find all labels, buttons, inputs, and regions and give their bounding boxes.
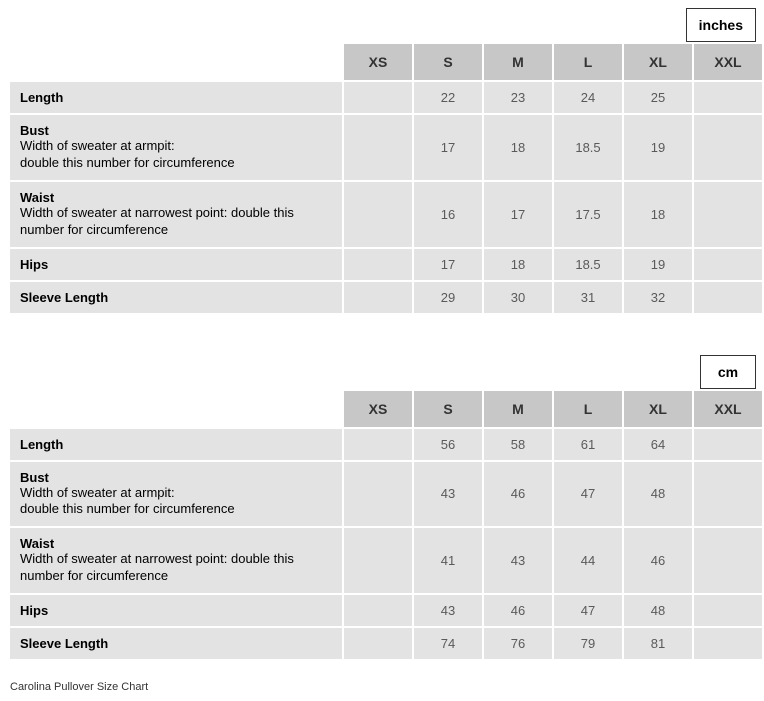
measurement-label: BustWidth of sweater at armpit:double th… — [10, 462, 342, 527]
measurement-value: 43 — [414, 595, 482, 626]
measurement-value: 18 — [484, 249, 552, 280]
measurement-value: 24 — [554, 82, 622, 113]
table-row: Sleeve Length 29303132 — [10, 282, 762, 313]
measurement-value: 46 — [484, 595, 552, 626]
measurement-value — [344, 115, 412, 180]
measurement-value: 18 — [484, 115, 552, 180]
measurement-value: 30 — [484, 282, 552, 313]
measurement-value: 17.5 — [554, 182, 622, 247]
size-chart-table: inchesXSSMLXLXXLLength22232425BustWidth … — [8, 8, 756, 315]
measurement-label: BustWidth of sweater at armpit:double th… — [10, 115, 342, 180]
measurement-value: 79 — [554, 628, 622, 659]
size-column-header: L — [554, 391, 622, 427]
measurement-label: WaistWidth of sweater at narrowest point… — [10, 528, 342, 593]
size-column-header: S — [414, 391, 482, 427]
table-row: WaistWidth of sweater at narrowest point… — [10, 182, 762, 247]
measurement-value: 48 — [624, 462, 692, 527]
size-column-header: M — [484, 391, 552, 427]
measurement-value: 61 — [554, 429, 622, 460]
measurement-value: 44 — [554, 528, 622, 593]
measurement-value: 25 — [624, 82, 692, 113]
measurement-value: 32 — [624, 282, 692, 313]
measurement-value — [694, 528, 762, 593]
size-column-header: XS — [344, 44, 412, 80]
measurement-value — [694, 628, 762, 659]
table-row: BustWidth of sweater at armpit:double th… — [10, 462, 762, 527]
measurement-value: 46 — [484, 462, 552, 527]
unit-label: cm — [700, 355, 756, 389]
measurement-label: Length — [10, 82, 342, 113]
measurement-value — [694, 595, 762, 626]
measurement-value: 31 — [554, 282, 622, 313]
measurement-value: 16 — [414, 182, 482, 247]
measurement-value: 43 — [414, 462, 482, 527]
measurement-value — [344, 282, 412, 313]
measurement-value — [694, 82, 762, 113]
measurement-value: 81 — [624, 628, 692, 659]
measurement-label: WaistWidth of sweater at narrowest point… — [10, 182, 342, 247]
table-row: Length 22232425 — [10, 82, 762, 113]
size-column-header: L — [554, 44, 622, 80]
table-row: WaistWidth of sweater at narrowest point… — [10, 528, 762, 593]
measurement-value: 18.5 — [554, 115, 622, 180]
measurement-value — [344, 628, 412, 659]
measurement-value: 23 — [484, 82, 552, 113]
measurement-value: 29 — [414, 282, 482, 313]
measurement-value — [344, 595, 412, 626]
measurement-value: 74 — [414, 628, 482, 659]
measurement-value: 19 — [624, 115, 692, 180]
measurement-label: Sleeve Length — [10, 628, 342, 659]
measurement-value: 18.5 — [554, 249, 622, 280]
measurement-value — [694, 115, 762, 180]
measurement-value: 17 — [484, 182, 552, 247]
size-column-header: XXL — [694, 391, 762, 427]
measurement-value: 41 — [414, 528, 482, 593]
measurement-value — [344, 182, 412, 247]
measurement-value — [344, 462, 412, 527]
measurement-label: Length — [10, 429, 342, 460]
measurement-value — [694, 182, 762, 247]
measurement-value: 43 — [484, 528, 552, 593]
measurement-value — [344, 528, 412, 593]
measurement-value: 17 — [414, 249, 482, 280]
measurement-label: Hips — [10, 595, 342, 626]
size-chart-table: cmXSSMLXLXXLLength56586164BustWidth of s… — [8, 355, 756, 662]
table-row: Sleeve Length 74767981 — [10, 628, 762, 659]
size-column-header: XL — [624, 44, 692, 80]
measurement-value: 22 — [414, 82, 482, 113]
measurement-value: 46 — [624, 528, 692, 593]
measurement-value — [344, 249, 412, 280]
measurement-value — [694, 429, 762, 460]
measurement-value: 76 — [484, 628, 552, 659]
measurement-value: 47 — [554, 462, 622, 527]
measurement-value: 17 — [414, 115, 482, 180]
size-column-header: XL — [624, 391, 692, 427]
measurement-label: Sleeve Length — [10, 282, 342, 313]
measurement-value: 19 — [624, 249, 692, 280]
measurement-label: Hips — [10, 249, 342, 280]
measurement-value — [344, 82, 412, 113]
table-row: BustWidth of sweater at armpit:double th… — [10, 115, 762, 180]
measurement-value: 58 — [484, 429, 552, 460]
measurement-value — [694, 249, 762, 280]
measurement-value: 47 — [554, 595, 622, 626]
measurement-value — [694, 462, 762, 527]
measurement-value: 18 — [624, 182, 692, 247]
unit-label: inches — [686, 8, 756, 42]
measurement-value — [344, 429, 412, 460]
measurement-value: 56 — [414, 429, 482, 460]
size-column-header: XXL — [694, 44, 762, 80]
chart-caption: Carolina Pullover Size Chart — [8, 681, 756, 693]
measurement-value: 48 — [624, 595, 692, 626]
size-column-header: S — [414, 44, 482, 80]
table-row: Hips 171818.519 — [10, 249, 762, 280]
measurement-value — [694, 282, 762, 313]
table-row: Hips 43464748 — [10, 595, 762, 626]
measurement-value: 64 — [624, 429, 692, 460]
table-row: Length 56586164 — [10, 429, 762, 460]
size-column-header: XS — [344, 391, 412, 427]
size-column-header: M — [484, 44, 552, 80]
